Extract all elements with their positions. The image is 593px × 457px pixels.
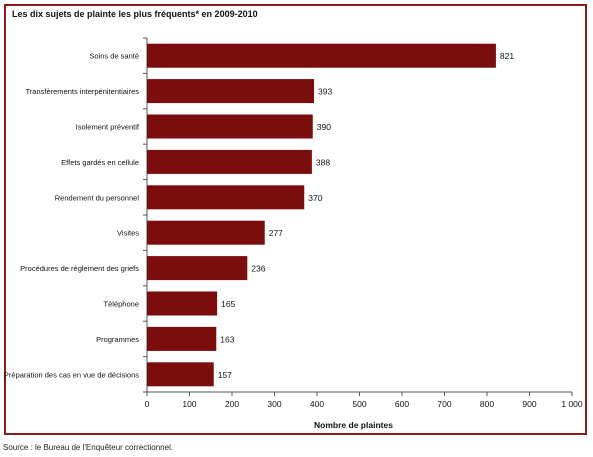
chart-title: Les dix sujets de plainte les plus fréqu… — [12, 9, 258, 19]
data-label: 157 — [218, 370, 232, 380]
x-tick-label: 100 — [182, 399, 196, 409]
x-tick-label: 500 — [352, 399, 366, 409]
data-label: 163 — [220, 334, 234, 344]
category-label: Isolement préventif — [76, 123, 140, 132]
x-tick-label: 600 — [395, 399, 409, 409]
x-tick-label: 900 — [522, 399, 536, 409]
x-tick-label: 0 — [145, 399, 150, 409]
x-tick-label: 700 — [437, 399, 451, 409]
data-label: 390 — [317, 122, 331, 132]
category-label: Soins de santé — [89, 52, 139, 61]
category-label: Préparation des cas en vue de décisions — [4, 370, 139, 379]
data-label: 393 — [318, 87, 332, 97]
bar — [147, 114, 313, 139]
bar — [147, 362, 214, 387]
category-label: Procédures de règlement des griefs — [20, 264, 139, 273]
bar — [147, 185, 305, 210]
data-label: 821 — [500, 51, 514, 61]
x-tick-label: 200 — [225, 399, 239, 409]
data-label: 388 — [316, 157, 330, 167]
x-tick-label: 400 — [310, 399, 324, 409]
category-label: Transfèrements interpénitentiaires — [25, 87, 139, 96]
data-label: 236 — [251, 264, 265, 274]
category-label: Visites — [117, 229, 139, 238]
category-label: Téléphone — [104, 300, 139, 309]
data-label: 277 — [269, 228, 283, 238]
x-axis-title: Nombre de plaintes — [314, 420, 393, 430]
bar — [147, 291, 218, 316]
bar — [147, 79, 315, 104]
x-tick-label: 800 — [480, 399, 494, 409]
bar — [147, 326, 217, 351]
category-label: Effets gardés en cellule — [61, 158, 139, 167]
category-label: Programmes — [96, 335, 139, 344]
data-label: 370 — [308, 193, 322, 203]
bar — [147, 149, 312, 174]
bar — [147, 256, 248, 281]
chart-frame — [4, 4, 587, 435]
category-label: Rendement du personnel — [55, 193, 140, 202]
bar — [147, 43, 496, 68]
bar — [147, 220, 265, 245]
x-tick-label: 300 — [267, 399, 281, 409]
data-label: 165 — [221, 299, 235, 309]
x-tick-label: 1 000 — [561, 399, 583, 409]
source-note: Source : le Bureau de l'Enquêteur correc… — [3, 443, 174, 452]
